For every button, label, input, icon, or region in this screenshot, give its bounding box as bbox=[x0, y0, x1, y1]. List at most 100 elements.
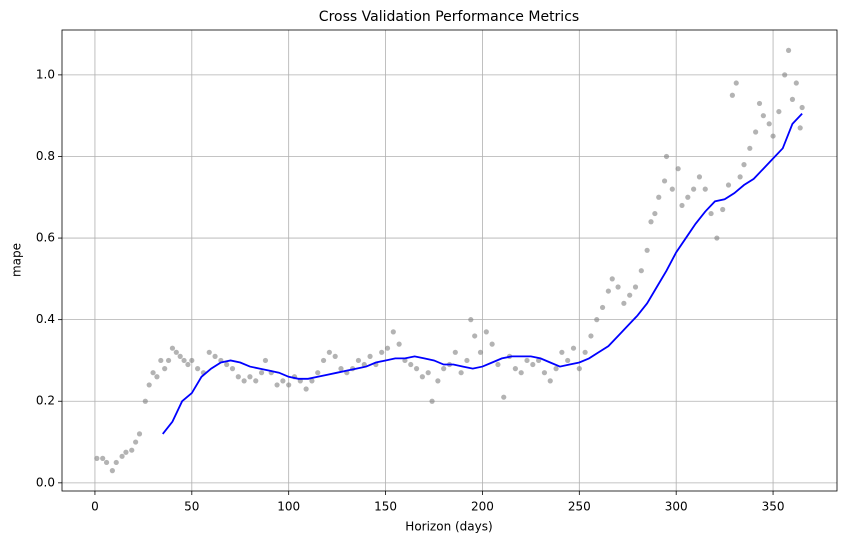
scatter-point bbox=[247, 374, 253, 380]
scatter-point bbox=[524, 357, 530, 364]
x-tick-label: 50 bbox=[184, 500, 199, 514]
scatter-point bbox=[472, 333, 478, 339]
scatter-point bbox=[776, 108, 782, 115]
y-tick-label: 1.0 bbox=[36, 67, 55, 81]
scatter-point bbox=[338, 366, 344, 372]
scatter-point bbox=[720, 206, 726, 213]
scatter-point bbox=[741, 162, 747, 168]
scatter-point bbox=[599, 304, 606, 311]
scatter-point bbox=[379, 349, 385, 355]
chart-title: Cross Validation Performance Metrics bbox=[319, 9, 579, 25]
scatter-point bbox=[714, 235, 720, 241]
scatter-point bbox=[235, 374, 241, 380]
scatter-point bbox=[489, 341, 495, 347]
scatter-point bbox=[553, 366, 559, 372]
x-axis-label: Horizon (days) bbox=[405, 520, 492, 534]
scatter-point bbox=[241, 378, 247, 384]
scatter-point bbox=[212, 353, 218, 359]
scatter-point bbox=[177, 353, 183, 359]
scatter-point bbox=[632, 284, 639, 290]
scatter-point bbox=[679, 202, 685, 209]
scatter-point bbox=[770, 133, 776, 139]
x-tick-label: 250 bbox=[568, 500, 591, 514]
scatter-point bbox=[541, 370, 548, 376]
scatter-point bbox=[173, 349, 179, 355]
y-tick-label: 0.6 bbox=[36, 231, 55, 245]
scatter-point bbox=[793, 80, 799, 86]
scatter-point bbox=[627, 292, 633, 298]
scatter-point bbox=[588, 333, 594, 339]
scatter-point bbox=[258, 370, 265, 376]
scatter-point bbox=[103, 459, 110, 466]
scatter-point bbox=[280, 378, 286, 384]
scatter-point bbox=[123, 449, 129, 455]
scatter-point bbox=[652, 210, 658, 217]
scatter-point bbox=[609, 276, 615, 282]
scatter-point bbox=[464, 357, 470, 364]
scatter-point bbox=[169, 345, 176, 351]
scatter-point bbox=[181, 357, 187, 364]
scatter-point bbox=[129, 447, 135, 453]
x-tick-label: 200 bbox=[471, 500, 494, 514]
scatter-point bbox=[429, 398, 435, 404]
scatter-point bbox=[326, 349, 332, 355]
scatter-point bbox=[495, 361, 501, 368]
scatter-point bbox=[656, 194, 662, 200]
scatter-point bbox=[547, 378, 553, 384]
scatter-point bbox=[644, 247, 650, 253]
scatter-point bbox=[669, 186, 675, 192]
scatter-point bbox=[390, 329, 396, 335]
y-axis-label: mape bbox=[10, 243, 24, 277]
scatter-point bbox=[696, 174, 703, 180]
scatter-point bbox=[396, 341, 402, 347]
scatter-point bbox=[458, 370, 464, 376]
scatter-point bbox=[146, 382, 152, 388]
scatter-point bbox=[206, 349, 212, 355]
scatter-point bbox=[756, 100, 763, 107]
scatter-point bbox=[594, 317, 600, 323]
scatter-point bbox=[253, 378, 259, 384]
scatter-point bbox=[760, 113, 766, 119]
scatter-point bbox=[94, 455, 100, 461]
scatter-point bbox=[425, 370, 431, 376]
scatter-point bbox=[663, 153, 670, 160]
scatter-point bbox=[419, 374, 425, 380]
scatter-point bbox=[119, 453, 125, 459]
x-tick-label: 300 bbox=[665, 500, 688, 514]
scatter-point bbox=[785, 47, 792, 53]
scatter-point bbox=[367, 353, 373, 359]
scatter-point bbox=[789, 96, 796, 102]
scatter-point bbox=[638, 268, 644, 274]
scatter-point bbox=[725, 182, 732, 188]
scatter-point bbox=[565, 357, 571, 364]
scatter-point bbox=[468, 317, 474, 323]
scatter-point bbox=[530, 361, 536, 368]
scatter-point bbox=[582, 349, 588, 355]
scatter-point bbox=[753, 129, 759, 135]
scatter-point bbox=[477, 349, 484, 355]
x-tick-label: 0 bbox=[91, 500, 99, 514]
scatter-point bbox=[512, 366, 518, 372]
scatter-point bbox=[355, 357, 362, 364]
scatter-point bbox=[109, 468, 115, 474]
scatter-point bbox=[133, 439, 139, 445]
scatter-point bbox=[483, 329, 489, 335]
scatter-point bbox=[274, 382, 280, 388]
scatter-point bbox=[708, 210, 714, 217]
scatter-point bbox=[286, 382, 292, 388]
scatter-point bbox=[737, 174, 743, 180]
scatter-point bbox=[150, 370, 156, 376]
scatter-point bbox=[154, 374, 160, 380]
scatter-point bbox=[309, 378, 315, 384]
scatter-point bbox=[766, 121, 772, 127]
scatter-point bbox=[113, 459, 119, 466]
y-tick-label: 0.0 bbox=[36, 475, 55, 489]
scatter-point bbox=[621, 300, 627, 306]
scatter-point bbox=[782, 72, 788, 78]
scatter-point bbox=[570, 345, 577, 351]
scatter-point bbox=[224, 361, 230, 368]
scatter-point bbox=[675, 166, 681, 172]
line bbox=[162, 113, 803, 435]
scatter-point bbox=[797, 125, 803, 131]
